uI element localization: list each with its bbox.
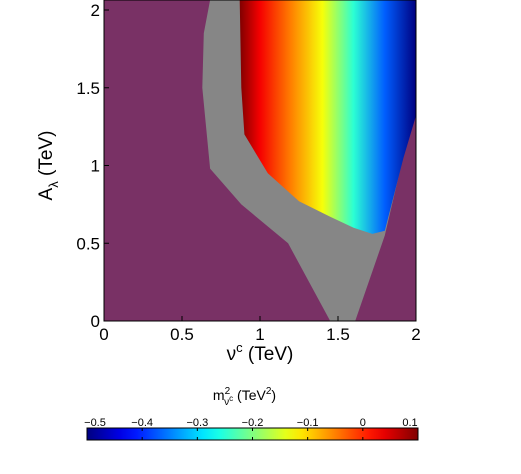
- y-tick-label: 2: [91, 1, 100, 20]
- x-tick-label: 1: [255, 325, 264, 344]
- y-tick-label: 0: [91, 312, 100, 331]
- y-tick-label: 0.5: [76, 234, 100, 253]
- colorbar-label: m2 νc (TeV2): [213, 386, 276, 408]
- colorbar-tick-label: 0: [360, 417, 366, 429]
- colorbar-tick-label: 0.1: [402, 417, 417, 429]
- y-axis-label: Aλ (TeV): [36, 131, 61, 201]
- x-tick-label: 1.5: [326, 325, 350, 344]
- x-tick-label: 0.5: [170, 325, 194, 344]
- y-tick-label: 1.5: [76, 79, 100, 98]
- plot-area: [104, 0, 416, 321]
- colorbar-tick-label: −0.4: [131, 417, 153, 429]
- colored-region: [239, 0, 416, 234]
- x-tick-label: 2: [411, 325, 420, 344]
- colorbar-tick-label: −0.5: [84, 417, 106, 429]
- y-tick-label: 1: [91, 157, 100, 176]
- x-tick-label: 0: [99, 325, 108, 344]
- x-axis-label: νc (TeV): [227, 340, 294, 365]
- colorbar-ticks: −0.5 −0.4 −0.3 −0.2 −0.1 0 0.1: [84, 417, 419, 440]
- y-axis-ticks: 0 0.5 1 1.5 2: [76, 1, 109, 331]
- x-axis-ticks: 0 0.5 1 1.5 2: [99, 316, 421, 344]
- colorbar-tick-label: −0.1: [297, 417, 319, 429]
- colorbar-tick-label: −0.3: [186, 417, 208, 429]
- colorbar-tick-label: −0.2: [242, 417, 264, 429]
